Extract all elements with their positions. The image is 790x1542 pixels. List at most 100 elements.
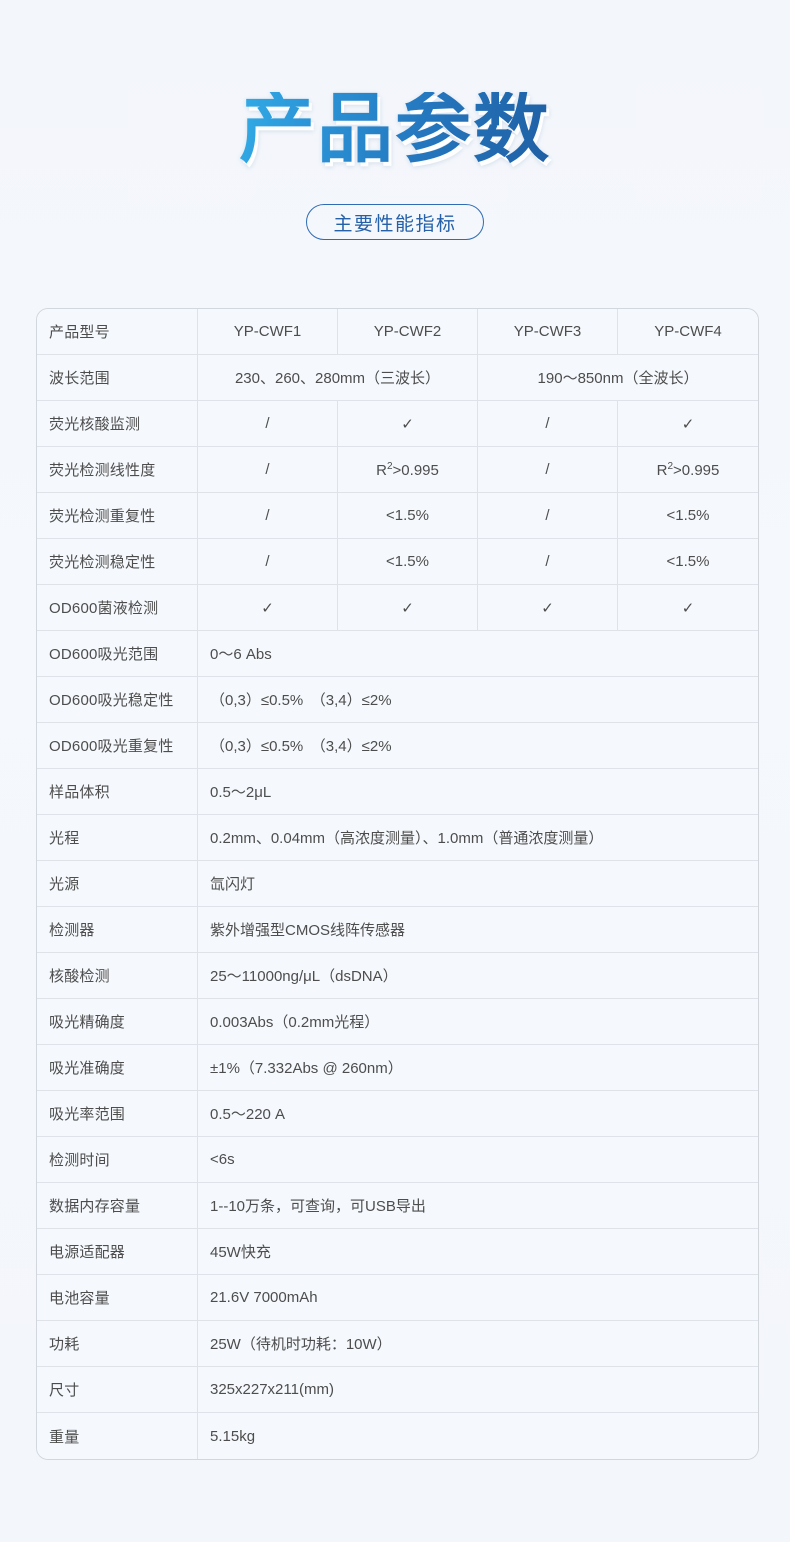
row-value: 45W快充 <box>198 1229 758 1275</box>
table-row: 波长范围 230、260、280mm（三波长） 190〜850nm（全波长） <box>37 355 758 401</box>
table-row: 吸光准确度 ±1%（7.332Abs @ 260nm） <box>37 1045 758 1091</box>
row-label-光源: 光源 <box>37 861 198 907</box>
row-value: 0.5〜2μL <box>198 769 758 815</box>
row-label-吸光率范围: 吸光率范围 <box>37 1091 198 1137</box>
table-row: 样品体积 0.5〜2μL <box>37 769 758 815</box>
row-label-重量: 重量 <box>37 1413 198 1459</box>
row-value: 紫外增强型CMOS线阵传感器 <box>198 907 758 953</box>
table-row: 电池容量 21.6V 7000mAh <box>37 1275 758 1321</box>
table-row: 数据内存容量 1--10万条，可查询，可USB导出 <box>37 1183 758 1229</box>
table-row: OD600菌液检测 ✓ ✓ ✓ ✓ <box>37 585 758 631</box>
row-value: / <box>198 401 338 447</box>
row-label-电源适配器: 电源适配器 <box>37 1229 198 1275</box>
row-label-电池容量: 电池容量 <box>37 1275 198 1321</box>
row-label-检测时间: 检测时间 <box>37 1137 198 1183</box>
row-label-荧光核酸监测: 荧光核酸监测 <box>37 401 198 447</box>
row-label-od600吸光重复性: OD600吸光重复性 <box>37 723 198 769</box>
table-row: 尺寸 325x227x211(mm) <box>37 1367 758 1413</box>
row-value: R2>0.995 <box>338 447 478 493</box>
row-label-荧光检测线性度: 荧光检测线性度 <box>37 447 198 493</box>
table-row: 光程 0.2mm、0.04mm（高浓度测量）、1.0mm（普通浓度测量） <box>37 815 758 861</box>
table-row: 电源适配器 45W快充 <box>37 1229 758 1275</box>
row-value: 0.003Abs（0.2mm光程） <box>198 999 758 1045</box>
row-label-波长范围: 波长范围 <box>37 355 198 401</box>
table-row: 吸光精确度 0.003Abs（0.2mm光程） <box>37 999 758 1045</box>
table-row: 检测器 紫外增强型CMOS线阵传感器 <box>37 907 758 953</box>
row-value: 21.6V 7000mAh <box>198 1275 758 1321</box>
subtitle-container: 主要性能指标 <box>0 204 790 240</box>
row-value: / <box>478 447 618 493</box>
table-row: 吸光率范围 0.5〜220 A <box>37 1091 758 1137</box>
table-row: OD600吸光范围 0〜6 Abs <box>37 631 758 677</box>
row-label-荧光检测稳定性: 荧光检测稳定性 <box>37 539 198 585</box>
table-row: 荧光核酸监测 / ✓ / ✓ <box>37 401 758 447</box>
page-title: 产品参数 <box>239 87 551 172</box>
row-label-样品体积: 样品体积 <box>37 769 198 815</box>
table-row: 重量 5.15kg <box>37 1413 758 1459</box>
table-row: 光源 氙闪灯 <box>37 861 758 907</box>
row-label-数据内存容量: 数据内存容量 <box>37 1183 198 1229</box>
row-label-od600吸光稳定性: OD600吸光稳定性 <box>37 677 198 723</box>
column-header: YP-CWF1 <box>198 309 338 355</box>
row-value: / <box>478 493 618 539</box>
row-value: R2>0.995 <box>618 447 758 493</box>
table-row: OD600吸光重复性 （0,3）≤0.5% （3,4）≤2% <box>37 723 758 769</box>
table-row: 荧光检测线性度 / R2>0.995/R2>0.995 <box>37 447 758 493</box>
row-label-吸光准确度: 吸光准确度 <box>37 1045 198 1091</box>
row-value: ±1%（7.332Abs @ 260nm） <box>198 1045 758 1091</box>
page-header: 产品参数 主要性能指标 <box>0 0 790 240</box>
row-value: <1.5% <box>338 539 478 585</box>
row-label-荧光检测重复性: 荧光检测重复性 <box>37 493 198 539</box>
row-label-核酸检测: 核酸检测 <box>37 953 198 999</box>
subtitle-badge: 主要性能指标 <box>306 204 484 240</box>
row-value: <1.5% <box>618 539 758 585</box>
row-label-功耗: 功耗 <box>37 1321 198 1367</box>
row-label-尺寸: 尺寸 <box>37 1367 198 1413</box>
table-row: 产品型号 YP-CWF1 YP-CWF2 YP-CWF3 YP-CWF4 <box>37 309 758 355</box>
table-row: 检测时间 <6s <box>37 1137 758 1183</box>
row-value: / <box>478 539 618 585</box>
row-value: 0.5〜220 A <box>198 1091 758 1137</box>
check-icon: ✓ <box>198 585 338 631</box>
check-icon: ✓ <box>338 401 478 447</box>
row-label-产品型号: 产品型号 <box>37 309 198 355</box>
row-value: （0,3）≤0.5% （3,4）≤2% <box>198 677 758 723</box>
row-value: / <box>198 493 338 539</box>
row-value: 5.15kg <box>198 1413 758 1459</box>
row-value: 氙闪灯 <box>198 861 758 907</box>
row-value: / <box>478 401 618 447</box>
table-row: OD600吸光稳定性 （0,3）≤0.5% （3,4）≤2% <box>37 677 758 723</box>
row-value: 190〜850nm（全波长） <box>478 355 758 401</box>
check-icon: ✓ <box>338 585 478 631</box>
row-value: / <box>198 447 338 493</box>
row-value: 1--10万条，可查询，可USB导出 <box>198 1183 758 1229</box>
row-value: 0〜6 Abs <box>198 631 758 677</box>
row-value: 0.2mm、0.04mm（高浓度测量）、1.0mm（普通浓度测量） <box>198 815 758 861</box>
table-row: 荧光检测重复性 / <1.5% / <1.5% <box>37 493 758 539</box>
row-label-检测器: 检测器 <box>37 907 198 953</box>
table-row: 核酸检测 25〜11000ng/μL（dsDNA） <box>37 953 758 999</box>
row-value: / <box>198 539 338 585</box>
check-icon: ✓ <box>618 401 758 447</box>
table-row: 荧光检测稳定性 / <1.5% / <1.5% <box>37 539 758 585</box>
row-value: 325x227x211(mm) <box>198 1367 758 1413</box>
spec-table-body: 产品型号 YP-CWF1 YP-CWF2 YP-CWF3 YP-CWF4 波长范围 230、… <box>37 309 758 1459</box>
row-value: <1.5% <box>618 493 758 539</box>
spec-table: 产品型号 YP-CWF1 YP-CWF2 YP-CWF3 YP-CWF4 波长范围 230、… <box>36 308 759 1460</box>
row-label-od600吸光范围: OD600吸光范围 <box>37 631 198 677</box>
row-value: <1.5% <box>338 493 478 539</box>
row-value: <6s <box>198 1137 758 1183</box>
row-value: （0,3）≤0.5% （3,4）≤2% <box>198 723 758 769</box>
check-icon: ✓ <box>618 585 758 631</box>
row-value: 25W（待机时功耗：10W） <box>198 1321 758 1367</box>
table-row: 功耗 25W（待机时功耗：10W） <box>37 1321 758 1367</box>
spec-table-container: 产品型号 YP-CWF1 YP-CWF2 YP-CWF3 YP-CWF4 波长范围 230、… <box>36 308 759 1460</box>
check-icon: ✓ <box>478 585 618 631</box>
row-value: 25〜11000ng/μL（dsDNA） <box>198 953 758 999</box>
column-header: YP-CWF3 <box>478 309 618 355</box>
column-header: YP-CWF4 <box>618 309 758 355</box>
column-header: YP-CWF2 <box>338 309 478 355</box>
row-label-光程: 光程 <box>37 815 198 861</box>
row-label-od600菌液检测: OD600菌液检测 <box>37 585 198 631</box>
